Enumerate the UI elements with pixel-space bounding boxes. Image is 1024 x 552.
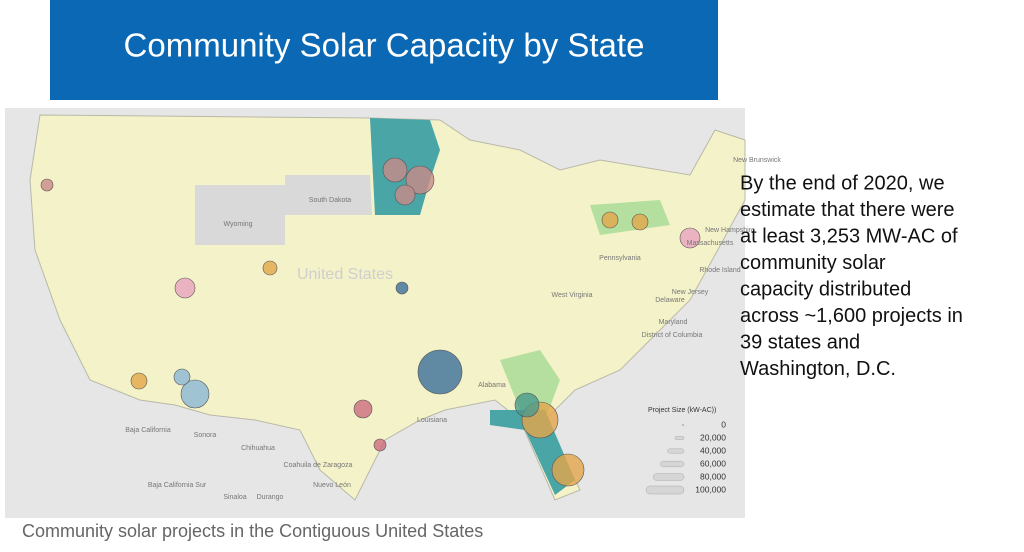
legend-swatch [667, 448, 685, 454]
project-bubbles [40, 157, 701, 487]
legend-label: 60,000 [700, 458, 726, 468]
bubble [382, 157, 408, 183]
legend-swatch [645, 485, 685, 495]
legend-label: 40,000 [700, 445, 726, 455]
state-wyoming [195, 185, 285, 245]
body-line: capacity distributed [740, 278, 911, 300]
legend-label: 20,000 [700, 432, 726, 442]
legend-swatch [674, 436, 685, 440]
map-label: Rhode Island [699, 267, 740, 274]
map-label: Baja California Sur [148, 482, 207, 489]
bubble [353, 399, 373, 419]
legend-swatch [652, 473, 685, 481]
bubble [130, 372, 148, 390]
body-line: 39 states and [740, 331, 860, 353]
map-label: Sinaloa [223, 494, 246, 501]
bubble [417, 349, 463, 395]
legend-label: 0 [721, 419, 726, 429]
title: Community Solar Capacity by State [124, 27, 645, 64]
bubble [373, 438, 387, 452]
bubble [180, 379, 210, 409]
map-label: New Hampshire [705, 227, 755, 234]
body-line: estimate that there were [740, 199, 955, 221]
body-line: across ~1,600 projects in [740, 305, 963, 327]
map-label: District of Columbia [642, 332, 703, 339]
bubble [551, 453, 585, 487]
legend-swatch [681, 423, 685, 427]
map-label: Sonora [194, 432, 217, 439]
legend-label: 100,000 [695, 484, 726, 494]
bubble [40, 178, 54, 192]
map-labels: Wyoming South Dakota United States Pennsylv… [125, 157, 781, 501]
bubble [173, 368, 191, 386]
map-label: West Virginia [552, 292, 593, 299]
map-label: Delaware [655, 297, 685, 304]
map-label: Chihuahua [241, 445, 275, 452]
map-label: Maryland [659, 319, 688, 326]
bubble [514, 392, 540, 418]
map-label: United States [297, 266, 393, 283]
map-label: Baja California [125, 427, 171, 434]
bubble [395, 281, 409, 295]
bubble [679, 227, 701, 249]
map-label: Massachusetts [687, 240, 734, 247]
map-label: South Dakota [309, 197, 352, 204]
body-line: at least 3,253 MW-AC of [740, 225, 958, 247]
map-label: Durango [257, 494, 284, 501]
map-label: New Jersey [672, 289, 709, 296]
map-label: New Brunswick [733, 157, 781, 164]
map-label: Louisiana [417, 417, 447, 424]
body-line: Washington, D.C. [740, 358, 896, 380]
bubble [601, 211, 619, 229]
legend: Project Size (kW-AC)) 0 20,000 40,000 60,00… [645, 407, 726, 495]
body-line: By the end of 2020, we [740, 172, 945, 194]
body-line: community solar [740, 252, 886, 274]
legend-title: Project Size (kW-AC)) [648, 407, 716, 414]
title-box [50, 0, 718, 100]
map-label: Pennsylvania [599, 255, 641, 262]
bubble [394, 184, 416, 206]
bubble [405, 165, 435, 195]
map-label: Wyoming [223, 221, 252, 228]
state-south-dakota [285, 175, 372, 215]
bubble [174, 277, 196, 299]
bubble [631, 213, 649, 231]
caption: Community solar projects in the Contiguo… [22, 521, 483, 541]
map: Wyoming South Dakota United States Pennsylv… [5, 108, 781, 518]
legend-label: 80,000 [700, 471, 726, 481]
legend-swatch [660, 460, 685, 468]
bubble [262, 260, 278, 276]
map-label: Alabama [478, 382, 506, 389]
map-label: Coahuila de Zaragoza [284, 462, 353, 469]
map-label: Nuevo León [313, 482, 351, 489]
body-text: By the end of 2020, we estimate that ther… [740, 172, 963, 380]
